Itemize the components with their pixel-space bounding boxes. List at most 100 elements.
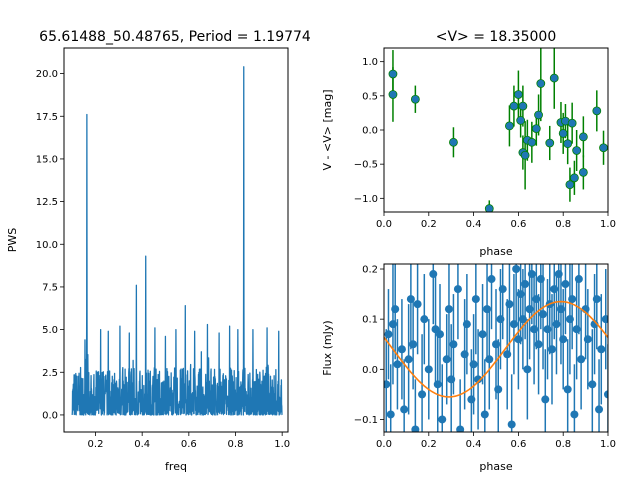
flux-data-point <box>583 335 592 344</box>
flux-x-tick-label: 0.2 <box>421 439 437 450</box>
flux-data-point <box>568 295 577 304</box>
magnitude-data-point <box>509 101 519 111</box>
magnitude-x-label: phase <box>479 245 512 258</box>
magnitude-data-point <box>599 143 608 153</box>
magnitude-y-ticks: 1.0 0.5 0.0 −0.5 −1.0 <box>354 57 384 205</box>
flux-data-point <box>433 380 442 389</box>
flux-data-point <box>523 365 532 374</box>
flux-data-point <box>442 355 451 364</box>
periodogram-x-label: freq <box>165 460 187 473</box>
magnitude-title: <V> = 18.35000 <box>436 29 556 45</box>
flux-data-point <box>449 340 458 349</box>
flux-data-point <box>507 420 516 429</box>
flux-data-point <box>498 285 507 294</box>
magnitude-data-point <box>505 121 514 131</box>
flux-data-point <box>420 315 429 324</box>
magnitude-x-tick-label: 0.6 <box>510 219 526 230</box>
flux-data-point <box>527 270 536 279</box>
flux-plot-area <box>384 264 608 432</box>
flux-data-point <box>601 315 608 324</box>
flux-data-point <box>444 305 453 314</box>
flux-data-point <box>386 410 395 419</box>
magnitude-y-tick-label: 0.0 <box>362 126 378 137</box>
periodogram-x-tick-label: 0.6 <box>181 439 197 450</box>
periodogram-x-tick-label: 0.4 <box>134 439 150 450</box>
magnitude-data-point <box>516 116 526 125</box>
flux-data-point <box>480 410 489 419</box>
magnitude-data-point <box>534 110 543 120</box>
magnitude-data-point <box>558 129 568 138</box>
flux-data-point <box>424 365 433 374</box>
flux-data-point <box>406 295 415 304</box>
magnitude-data-point <box>536 79 546 88</box>
flux-data-point <box>534 340 543 349</box>
periodogram-y-tick-label: 15.0 <box>36 154 58 165</box>
flux-data-point <box>467 395 476 404</box>
flux-data-point <box>436 330 444 339</box>
periodogram-plot-area <box>71 66 283 416</box>
flux-data-point <box>565 315 574 324</box>
magnitude-data-point <box>549 73 559 83</box>
flux-data-point <box>572 325 581 334</box>
periodogram-x-tick-label: 0.8 <box>228 439 244 450</box>
magnitude-x-tick-label: 0.4 <box>466 219 482 230</box>
flux-data-point <box>597 345 606 354</box>
flux-data-point <box>409 340 418 349</box>
periodogram-x-tick-label: 0.2 <box>88 439 104 450</box>
flux-data-point <box>393 360 402 369</box>
flux-x-tick-label: 0.8 <box>555 439 571 450</box>
flux-data-point <box>595 405 604 414</box>
flux-x-tick-label: 0.6 <box>510 439 526 450</box>
flux-model-curve <box>384 300 608 398</box>
flux-data-point <box>541 395 550 404</box>
periodogram-frame <box>63 47 289 433</box>
flux-x-tick-label: 1.0 <box>600 439 616 450</box>
flux-x-ticks: 0.0 0.2 0.4 0.6 0.8 1.0 <box>376 432 616 450</box>
magnitude-data-point <box>563 139 573 149</box>
flux-data-point <box>505 300 514 309</box>
flux-data-point <box>530 325 539 334</box>
flux-data-point <box>561 280 570 289</box>
flux-data-point <box>429 270 438 279</box>
flux-data-point <box>418 390 427 399</box>
flux-data-point <box>494 385 503 394</box>
magnitude-x-tick-label: 0.2 <box>421 219 437 230</box>
flux-data-point <box>543 325 552 334</box>
flux-data-point <box>496 315 505 324</box>
periodogram-y-tick-label: 0.0 <box>42 410 58 421</box>
flux-data-point <box>397 345 406 354</box>
flux-y-label: Flux (mJy) <box>321 320 334 375</box>
magnitude-data-point <box>578 167 588 177</box>
flux-data-point <box>474 375 483 384</box>
magnitude-x-tick-label: 0.8 <box>555 219 571 230</box>
magnitude-data-point <box>565 180 575 190</box>
magnitude-x-ticks: 0.0 0.2 0.4 0.6 0.8 1.0 <box>376 212 616 230</box>
flux-data-point <box>413 300 422 309</box>
magnitude-data-point <box>531 124 541 134</box>
periodogram-title: 65.61488_50.48765, Period = 1.19774 <box>39 29 311 45</box>
flux-data-point <box>384 330 393 339</box>
magnitude-data-point <box>567 118 577 128</box>
flux-y-ticks: −0.1 0.0 0.1 0.2 <box>354 265 384 426</box>
flux-data-point <box>592 295 601 304</box>
magnitude-y-tick-label: −0.5 <box>354 160 378 171</box>
flux-data-point <box>447 375 456 384</box>
periodogram-panel: 65.61488_50.48765, Period = 1.19774 0.2 0… <box>6 29 311 473</box>
flux-data-point <box>548 345 556 354</box>
flux-data-point <box>518 315 527 324</box>
flux-data-point <box>550 285 559 294</box>
magnitude-y-tick-label: −1.0 <box>354 194 378 205</box>
flux-data-point <box>460 350 469 359</box>
flux-data-point <box>438 415 447 424</box>
periodogram-y-ticks: 0.0 2.5 5.0 7.5 10.0 12.5 15.0 17.5 20.0 <box>36 69 64 421</box>
periodogram-y-tick-label: 5.0 <box>42 325 58 336</box>
flux-data-point <box>536 275 545 284</box>
periodogram-y-tick-label: 7.5 <box>42 282 58 293</box>
flux-data-point <box>590 320 599 329</box>
flux-data-point <box>532 295 541 304</box>
magnitude-data-point <box>484 204 494 212</box>
magnitude-plot-area <box>388 48 608 212</box>
magnitude-data-point <box>388 90 398 99</box>
flux-data-point <box>588 380 597 389</box>
